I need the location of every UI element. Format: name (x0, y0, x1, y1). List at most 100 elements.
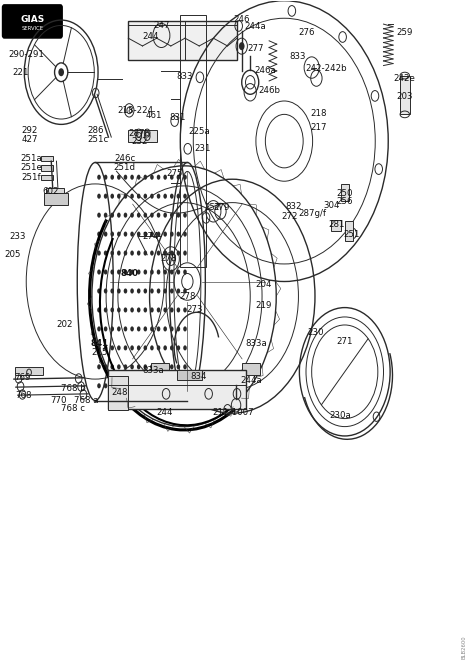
Text: 232: 232 (131, 137, 147, 146)
Circle shape (97, 308, 101, 312)
Circle shape (110, 308, 114, 312)
Circle shape (104, 364, 108, 369)
Text: 259: 259 (397, 28, 413, 38)
Circle shape (110, 194, 114, 199)
Bar (41, 156, 53, 161)
Text: 271: 271 (337, 337, 353, 346)
Bar (330, 220, 341, 230)
Circle shape (97, 251, 101, 256)
Circle shape (130, 232, 134, 237)
Circle shape (117, 251, 121, 256)
Circle shape (110, 251, 114, 256)
Bar (345, 221, 353, 241)
Text: 246c: 246c (114, 154, 135, 163)
Circle shape (97, 364, 101, 369)
Circle shape (117, 364, 121, 369)
Circle shape (130, 383, 134, 389)
Text: 286: 286 (87, 126, 103, 135)
Circle shape (130, 289, 134, 293)
Circle shape (157, 251, 160, 256)
Circle shape (137, 194, 140, 199)
Text: 204: 204 (255, 279, 272, 289)
Circle shape (124, 345, 127, 350)
Text: 221: 221 (12, 68, 29, 77)
Circle shape (183, 326, 187, 332)
Text: 230a: 230a (329, 411, 351, 419)
Text: 219: 219 (255, 301, 272, 310)
Circle shape (104, 289, 108, 293)
Circle shape (117, 194, 121, 199)
Text: 246: 246 (234, 15, 250, 24)
Circle shape (117, 326, 121, 332)
Circle shape (183, 308, 187, 312)
Circle shape (117, 212, 121, 218)
Circle shape (130, 308, 134, 312)
Circle shape (97, 289, 101, 293)
Text: 231: 231 (195, 144, 211, 153)
Text: 215: 215 (91, 348, 108, 357)
Circle shape (137, 364, 140, 369)
Circle shape (177, 364, 180, 369)
Circle shape (97, 232, 101, 237)
Text: 244a: 244a (244, 22, 266, 31)
Bar (341, 184, 348, 201)
Text: 833: 833 (177, 72, 193, 82)
Circle shape (183, 383, 187, 389)
Circle shape (144, 212, 147, 218)
Text: 217: 217 (310, 123, 327, 132)
Circle shape (150, 345, 154, 350)
Circle shape (170, 345, 173, 350)
Circle shape (97, 269, 101, 275)
Circle shape (110, 345, 114, 350)
Circle shape (137, 326, 140, 332)
Text: 246b: 246b (258, 86, 280, 95)
Circle shape (110, 289, 114, 293)
Circle shape (170, 212, 173, 218)
Circle shape (164, 212, 167, 218)
Circle shape (97, 212, 101, 218)
Text: 304: 304 (323, 201, 340, 210)
Circle shape (97, 194, 101, 199)
Circle shape (124, 383, 127, 389)
Circle shape (177, 326, 180, 332)
Text: 202: 202 (56, 320, 73, 330)
Circle shape (150, 232, 154, 237)
Text: 427: 427 (22, 135, 38, 144)
Text: 602: 602 (42, 188, 59, 196)
Text: 272: 272 (282, 212, 298, 221)
Circle shape (183, 212, 187, 218)
Text: 770: 770 (50, 396, 67, 405)
Bar (400, 76, 410, 115)
Circle shape (170, 175, 173, 180)
Circle shape (177, 269, 180, 275)
Circle shape (144, 232, 147, 237)
Bar (41, 165, 53, 171)
Text: 246a: 246a (255, 66, 276, 75)
Circle shape (124, 232, 127, 237)
Circle shape (177, 308, 180, 312)
Text: 833: 833 (289, 52, 306, 62)
Circle shape (137, 232, 140, 237)
Text: 251a: 251a (20, 154, 42, 163)
Text: 247: 247 (153, 21, 170, 30)
Circle shape (117, 383, 121, 389)
Text: 251e: 251e (20, 163, 42, 172)
Circle shape (104, 212, 108, 218)
Text: 277: 277 (247, 44, 264, 53)
Circle shape (170, 232, 173, 237)
Circle shape (164, 175, 167, 180)
Circle shape (144, 289, 147, 293)
Circle shape (137, 345, 140, 350)
Bar (128, 21, 237, 60)
Circle shape (150, 269, 154, 275)
Circle shape (183, 194, 187, 199)
Circle shape (137, 289, 140, 293)
Circle shape (124, 326, 127, 332)
Circle shape (157, 269, 160, 275)
Circle shape (110, 364, 114, 369)
Circle shape (150, 212, 154, 218)
Circle shape (170, 364, 173, 369)
Circle shape (97, 383, 101, 389)
Circle shape (137, 251, 140, 256)
Circle shape (183, 289, 187, 293)
